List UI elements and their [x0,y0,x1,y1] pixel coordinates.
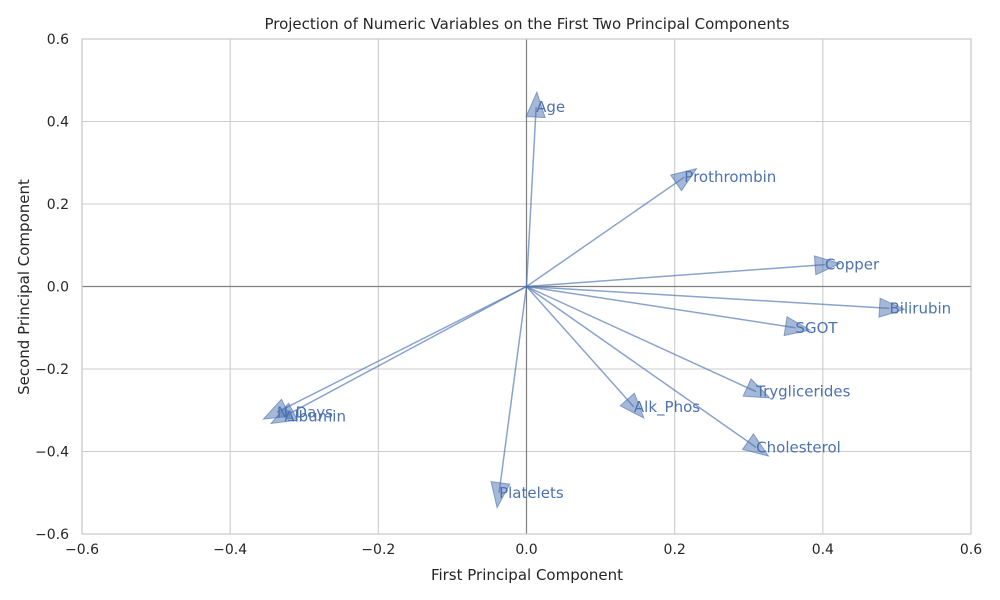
vector-shaft-albumin [283,285,527,418]
x-tick-label: −0.4 [213,542,247,558]
x-tick-label: −0.2 [361,542,395,558]
vector-head-bilirubin [878,297,906,318]
vector-label-bilirubin: Bilirubin [890,299,952,317]
vector-tryglicerides: Tryglicerides [526,285,851,401]
y-tick-label: 0.2 [47,197,69,213]
vector-head-platelets [490,481,511,509]
vector-shaft-sgot [526,285,796,329]
vector-shaft-n-days [276,285,527,413]
vector-prothrombin: Prothrombin [526,167,776,288]
vector-label-copper: Copper [825,256,880,274]
vector-age: Age [525,90,565,287]
vector-head-tryglicerides [742,378,772,399]
y-axis-title: Second Principal Component [15,179,33,395]
y-tick-label: 0.4 [47,115,69,131]
y-tick-label: 0.0 [47,280,69,296]
vector-label-age: Age [536,98,565,116]
vector-label-alk-phos: Alk_Phos [634,398,700,417]
x-axis-ticks: −0.6 −0.4 −0.2 0.0 0.2 0.4 0.6 [65,542,982,558]
vector-label-platelets: Platelets [499,484,564,502]
vector-shaft-bilirubin [526,285,890,310]
vector-head-albumin [269,402,299,425]
vector-albumin: Albumin [269,285,527,425]
y-tick-label: −0.2 [35,362,69,378]
y-axis-ticks: −0.6 −0.4 −0.2 0.0 0.2 0.4 0.6 [35,32,69,543]
vector-head-alk-phos [619,392,645,420]
vector-cholesterol: Cholesterol [526,285,841,457]
vector-shaft-tryglicerides [526,285,757,393]
vector-copper: Copper [526,255,880,288]
vector-head-sgot [783,316,812,337]
vector-label-prothrombin: Prothrombin [684,168,776,186]
vector-sgot: SGOT [526,285,838,337]
vector-head-prothrombin [669,167,698,192]
vector-label-cholesterol: Cholesterol [756,438,841,456]
x-tick-label: 0.6 [960,542,982,558]
x-tick-label: 0.4 [812,542,834,558]
vector-shaft-copper [526,263,826,288]
vector-head-cholesterol [741,433,770,457]
vector-label-albumin: Albumin [284,407,346,425]
x-tick-label: −0.6 [65,542,99,558]
y-tick-label: −0.4 [35,445,69,461]
x-axis-title: First Principal Component [431,566,623,584]
vector-shaft-alk-phos [525,286,635,408]
vector-head-age [525,90,546,119]
vector-alk-phos: Alk_Phos [525,286,700,420]
plot-frame [81,38,972,535]
vector-platelets: Platelets [490,286,564,509]
vector-label-sgot: SGOT [795,319,838,337]
vector-shaft-prothrombin [526,176,685,288]
y-tick-label: −0.6 [35,527,69,543]
x-tick-label: 0.0 [515,542,537,558]
y-tick-label: 0.6 [47,32,69,48]
vector-shaft-cholesterol [526,285,757,448]
loading-vectors: Age Prothrombin Copper Bilirubin SGOT Tryglic… [262,90,952,509]
vector-label-tryglicerides: Tryglicerides [755,383,850,401]
vector-shaft-age [525,107,537,287]
vector-bilirubin: Bilirubin [526,285,952,318]
vector-shaft-platelets [498,286,528,493]
chart-title: Projection of Numeric Variables on the F… [264,15,789,33]
x-tick-label: 0.2 [664,542,686,558]
vector-head-copper [813,255,842,276]
